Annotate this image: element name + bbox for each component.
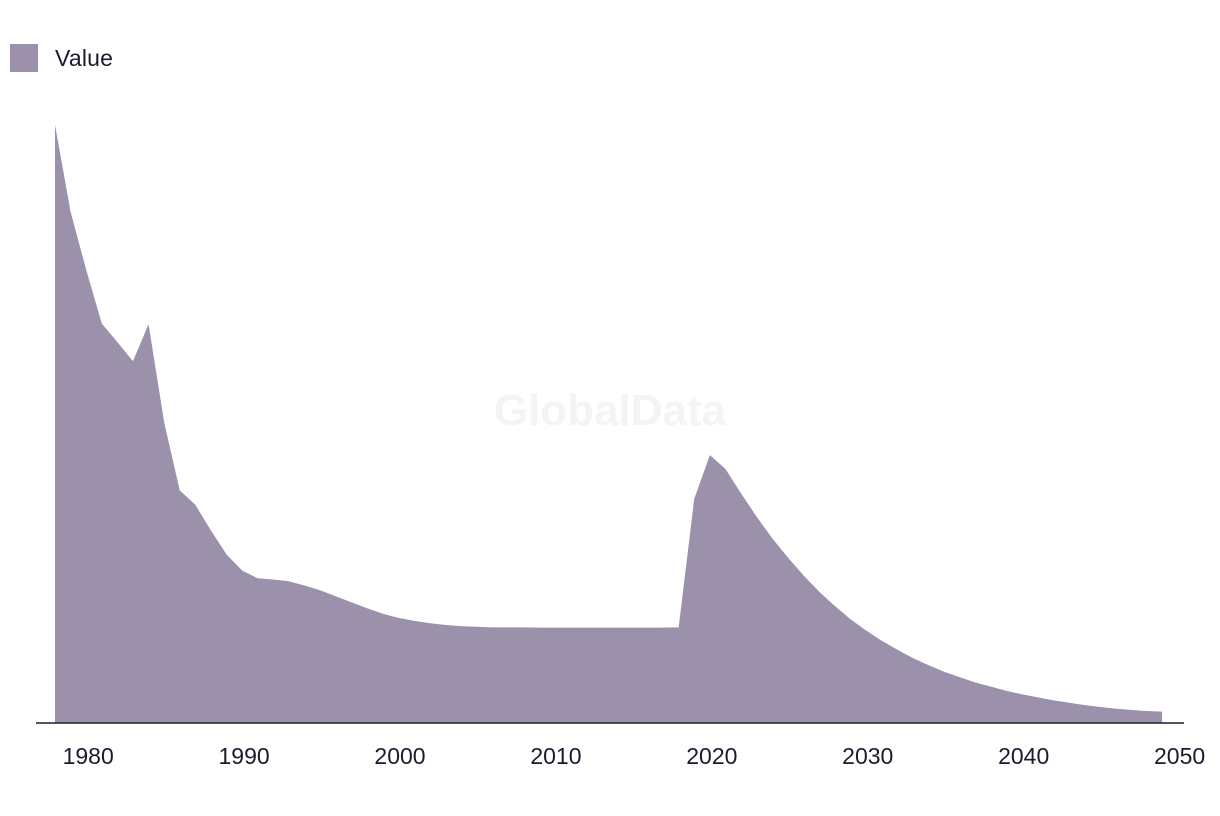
legend-swatch <box>10 44 38 72</box>
area-series-value <box>55 125 1162 723</box>
x-tick-label: 1990 <box>219 743 270 769</box>
x-axis-ticks: 1980 1990 2000 2010 2020 2030 2040 2050 <box>63 743 1206 769</box>
x-tick-label: 2030 <box>842 743 893 769</box>
x-tick-label: 1980 <box>63 743 114 769</box>
watermark: GlobalData <box>494 386 727 435</box>
legend-label: Value <box>55 44 114 71</box>
x-tick-label: 2050 <box>1154 743 1205 769</box>
x-tick-label: 2020 <box>686 743 737 769</box>
x-tick-label: 2040 <box>998 743 1049 769</box>
x-tick-label: 2000 <box>374 743 425 769</box>
x-tick-label: 2010 <box>530 743 581 769</box>
legend: Value <box>10 44 113 72</box>
plot-area <box>55 125 1162 723</box>
